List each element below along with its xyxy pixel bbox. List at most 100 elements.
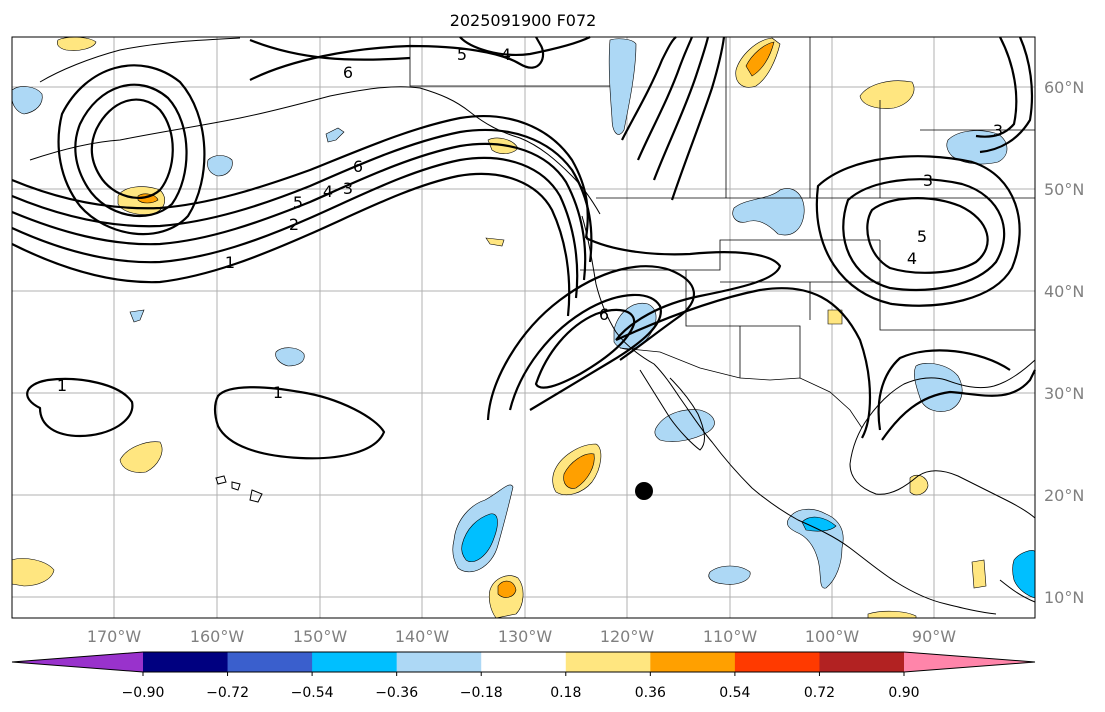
colorbar-tick-label: 0.54 (719, 685, 750, 701)
borders (409, 37, 1035, 429)
neg-area-rockies (732, 188, 805, 236)
contour-trough-mid (508, 293, 662, 411)
colorbar-segment (481, 652, 567, 672)
colorbar-tick-label: −0.90 (122, 685, 165, 701)
lon-label: 170°W (87, 627, 142, 646)
contour-label: 5 (917, 227, 927, 246)
contour-label: 6 (599, 305, 609, 324)
contour-aleutian-outer (57, 64, 206, 236)
colorbar-tick-label: 0.90 (888, 685, 919, 701)
colorbar-segment (650, 652, 736, 672)
contour-north-2 (636, 36, 694, 161)
neg-area-bc (608, 38, 637, 135)
contour-trough-inner (534, 308, 636, 389)
pos-area-yucatan (909, 474, 929, 496)
neg-area-small-pacific (708, 565, 751, 585)
contour-north-1 (621, 36, 677, 141)
contour-low-mid (842, 178, 1006, 291)
lat-label: 60°N (1044, 78, 1084, 97)
neg-area-pacific-1 (207, 155, 233, 177)
colorbar-segment (396, 652, 482, 672)
neg-area-mexico-core (801, 516, 837, 532)
contour-label: 6 (353, 157, 363, 176)
contour-north-4 (670, 36, 726, 201)
contour-ridge (615, 287, 872, 439)
colorbar-segment (143, 652, 229, 672)
contour-north-3 (652, 36, 710, 181)
lon-label: 130°W (498, 627, 553, 646)
neg-area-mid-1 (461, 513, 498, 562)
lon-label: 120°W (600, 627, 655, 646)
lon-label: 90°W (912, 627, 956, 646)
pos-area-mid-1 (563, 453, 595, 489)
pos-area-pacific-2 (485, 237, 505, 247)
colorbar-segments (11, 651, 1036, 673)
pos-area-plains (827, 309, 843, 325)
contour-north-pacific-2 (249, 38, 411, 61)
lon-label: 150°W (293, 627, 348, 646)
lat-label: 10°N (1044, 588, 1084, 607)
neg-area-pacific-3 (129, 309, 145, 323)
colorbar-segment (819, 652, 905, 672)
contour-line-2 (11, 128, 593, 263)
colorbar-extend-min (12, 652, 143, 672)
pos-area-pacific-1 (119, 441, 163, 473)
contour-coast-1 (585, 237, 782, 341)
colorbar-ticks: −0.90 −0.72 −0.54 −0.36 −0.18 0.18 0.36 0.54 0.7… (122, 672, 920, 701)
contour-trough-outer (486, 265, 696, 421)
colorbar-tick-label: −0.18 (460, 685, 503, 701)
contour-label: 1 (225, 253, 235, 272)
contour-north-pacific-3 (459, 36, 591, 56)
contour-label: 3 (343, 179, 353, 198)
colorbar-segment (227, 652, 313, 672)
contour-northeast-2 (975, 36, 1018, 138)
colorbar-segment (312, 652, 398, 672)
contour-label: 3 (923, 171, 933, 190)
lon-label: 110°W (703, 627, 758, 646)
contour-line-4 (11, 156, 579, 299)
colorbar-tick-label: −0.54 (291, 685, 334, 701)
coast-alaska-west (39, 37, 241, 83)
colorbar-tick-label: −0.72 (206, 685, 249, 701)
map-background (12, 37, 1035, 618)
pos-area-mid-2 (497, 580, 517, 598)
neg-area-pacific-2 (275, 347, 305, 367)
coast-central-america (999, 579, 1036, 603)
coast-hawaii (215, 475, 263, 503)
lat-label: 20°N (1044, 486, 1084, 505)
pos-area-west-low (11, 558, 55, 587)
map-frame (11, 36, 1036, 619)
contour-gulf (877, 349, 1036, 441)
contour-label: 2 (289, 215, 299, 234)
colorbar: −0.90 −0.72 −0.54 −0.36 −0.18 0.18 0.36 0.54 0.7… (11, 651, 1036, 701)
contour-label: 5 (293, 193, 303, 212)
contour-one-west (26, 377, 134, 438)
contour-label: 1 (273, 383, 283, 402)
latitude-labels: 60°N 50°N 40°N 30°N 20°N 10°N (1044, 78, 1084, 607)
contour-label: 6 (343, 63, 353, 82)
contour-northeast-1 (979, 36, 1034, 154)
colorbar-segment (565, 652, 651, 672)
colorbar-tick-label: 0.36 (635, 685, 666, 701)
coast-west-us-mexico (581, 215, 997, 615)
contour-north-pacific-1 (249, 36, 545, 81)
coast-baja (639, 369, 705, 451)
contour-low-inner (866, 197, 989, 274)
neg-area-caribbean (1012, 550, 1036, 599)
contour-label: 3 (993, 121, 1003, 140)
contour-lines (11, 36, 1036, 460)
contour-label: 4 (907, 249, 917, 268)
lat-label: 40°N (1044, 282, 1084, 301)
contour-label: 1 (57, 376, 67, 395)
border-alaska-canada (409, 37, 610, 87)
colorbar-tick-label: 0.72 (804, 685, 835, 701)
colorbar-tick-label: −0.36 (375, 685, 418, 701)
pos-area-bc-core (745, 41, 775, 77)
map-panel: 1 1 1 2 3 4 5 6 6 5 4 3 5 4 3 6 (11, 36, 1036, 619)
contour-line-5 (11, 172, 571, 317)
border-states (580, 239, 1035, 378)
pos-area-aleutian-core (137, 193, 159, 204)
longitude-labels: 170°W 160°W 150°W 140°W 130°W 120°W 110°… (87, 627, 956, 646)
neg-area-pacific-4 (325, 127, 345, 143)
